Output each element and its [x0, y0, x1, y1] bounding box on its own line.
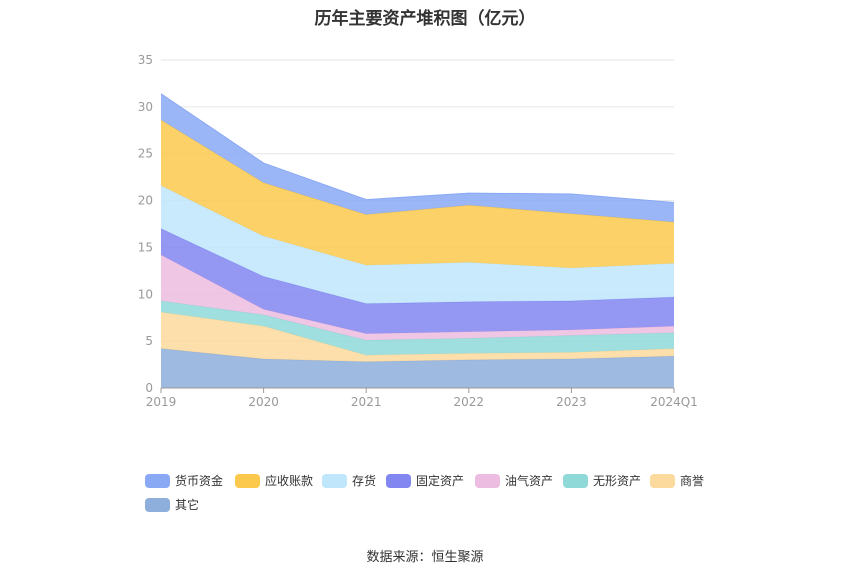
- area-其它[interactable]: [161, 348, 674, 388]
- data-source: 数据来源：恒生聚源: [366, 550, 484, 565]
- x-tick-label: 2023: [556, 395, 587, 409]
- area-商誉[interactable]: [161, 312, 674, 362]
- legend-swatch: [145, 473, 170, 488]
- y-tick-label: 10: [138, 287, 153, 301]
- area-line-货币资金: [160, 93, 675, 203]
- y-tick-label: 25: [138, 147, 153, 161]
- y-tick-label: 15: [138, 240, 153, 254]
- legend-item-油气资产[interactable]: 油气资产: [475, 472, 553, 489]
- legend-label: 油气资产: [505, 474, 554, 488]
- legend-label: 应收账款: [265, 474, 314, 488]
- legend-item-商誉[interactable]: 商誉: [650, 472, 704, 489]
- legend-swatch: [322, 473, 347, 488]
- area-应收账款[interactable]: [161, 119, 674, 269]
- area-line-商誉: [160, 311, 675, 356]
- legend-item-应收账款[interactable]: 应收账款: [235, 472, 313, 489]
- area-存货[interactable]: [161, 185, 674, 304]
- legend-label: 固定资产: [416, 474, 465, 488]
- x-tick-label: 2020: [248, 395, 279, 409]
- area-line-其它: [160, 348, 675, 363]
- x-tick-label: 2019: [146, 395, 177, 409]
- area-series: [160, 93, 675, 388]
- y-tick-label: 20: [138, 194, 153, 208]
- legend-item-存货[interactable]: 存货: [322, 472, 376, 489]
- x-tick-label: 2021: [351, 395, 382, 409]
- x-tick-label: 2022: [454, 395, 485, 409]
- area-固定资产[interactable]: [161, 228, 674, 334]
- area-无形资产[interactable]: [161, 300, 674, 356]
- area-货币资金[interactable]: [161, 93, 674, 223]
- y-tick-label: 0: [145, 381, 153, 395]
- y-tick-label: 35: [138, 53, 153, 67]
- legend-swatch: [475, 473, 500, 488]
- legend-label: 无形资产: [593, 474, 642, 488]
- y-tick-label: 5: [145, 334, 153, 348]
- legend-item-固定资产[interactable]: 固定资产: [386, 472, 464, 489]
- legend-label: 货币资金: [175, 474, 224, 488]
- legend-item-货币资金[interactable]: 货币资金: [145, 472, 223, 489]
- legend-item-无形资产[interactable]: 无形资产: [563, 472, 641, 489]
- legend-swatch: [650, 473, 675, 488]
- area-油气资产[interactable]: [161, 254, 674, 341]
- axes: 0 5 10 15 20 25 30 35 2019 2020 2021 2022 2023 2024Q1: [138, 53, 698, 409]
- x-tick-label: 2024Q1: [650, 395, 698, 409]
- legend-swatch: [145, 497, 170, 512]
- chart-title: 历年主要资产堆积图（亿元）: [314, 9, 536, 29]
- legend-swatch: [235, 473, 260, 488]
- legend-label: 存货: [352, 474, 377, 488]
- y-tick-label: 30: [138, 100, 153, 114]
- legend-item-其它[interactable]: 其它: [145, 496, 199, 513]
- legend-swatch: [563, 473, 588, 488]
- legend-label: 商誉: [680, 474, 705, 488]
- legend-label: 其它: [175, 498, 200, 512]
- legend-swatch: [386, 473, 411, 488]
